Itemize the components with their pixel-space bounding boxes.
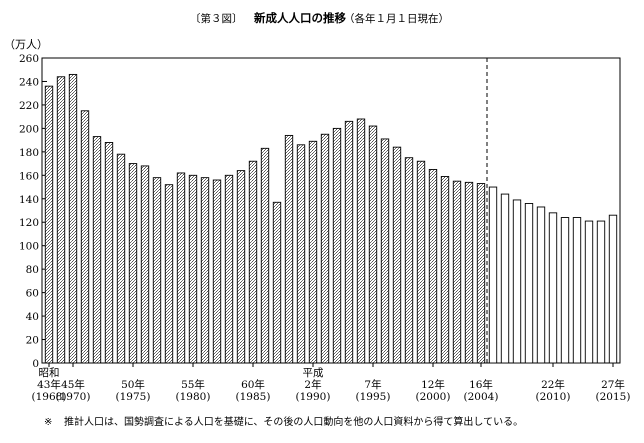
bar-estimate <box>596 220 606 364</box>
bar-actual <box>248 160 258 364</box>
x-tick-label: 60年 <box>241 378 265 391</box>
x-tick-label: (2000) <box>416 391 451 403</box>
bar-actual <box>344 120 354 364</box>
y-tick-label: 20 <box>26 335 39 347</box>
bar-estimate <box>536 206 546 364</box>
bar-actual <box>404 157 414 364</box>
y-tick-label: 160 <box>19 170 39 182</box>
bar-estimate <box>512 199 522 364</box>
x-tick-label: 27年 <box>601 378 625 391</box>
x-tick-label: 2年 <box>304 378 321 391</box>
bar-actual <box>284 134 294 364</box>
figure-label: 〔第３図〕 <box>190 12 243 25</box>
bar-actual <box>260 147 270 364</box>
bar-actual <box>464 181 474 364</box>
bar-group <box>44 73 618 364</box>
y-unit-label: （万人） <box>4 38 48 51</box>
bar-actual <box>104 142 114 364</box>
x-tick-label: (1995) <box>356 391 391 403</box>
x-tick-label: 22年 <box>541 378 565 391</box>
bar-actual <box>164 184 174 364</box>
y-tick-label: 240 <box>19 76 39 88</box>
bar-actual <box>236 170 246 364</box>
x-tick-label: 55年 <box>181 378 205 391</box>
x-tick-label: 50年 <box>121 378 145 391</box>
y-tick-label: 180 <box>19 147 39 159</box>
plot-frame <box>41 57 621 364</box>
y-tick-label: 120 <box>19 217 39 229</box>
bar-actual <box>176 172 186 364</box>
x-tick-label: (1968) <box>32 391 67 403</box>
y-axis: 0 20 40 60 80 100 120 140 160 180 200 220 240 260 <box>19 53 47 370</box>
bar-actual <box>332 127 342 364</box>
bar-estimate <box>500 193 510 364</box>
x-tick-label: 12年 <box>421 378 445 391</box>
bar-actual <box>368 125 378 364</box>
y-tick-label: 60 <box>26 288 39 300</box>
x-tick-label: 7年 <box>364 378 381 391</box>
bar-actual <box>68 73 78 364</box>
footnote-text: 推計人口は、国勢調査による人口を基礎に、その後の人口動向を他の人口資料から得て算… <box>64 415 523 428</box>
bar-estimate <box>524 203 534 364</box>
bar-actual <box>116 153 126 364</box>
bar-actual <box>308 140 318 364</box>
y-tick-label: 0 <box>32 358 39 370</box>
bar-estimate <box>584 220 594 364</box>
bar-actual <box>80 110 90 364</box>
bar-actual <box>320 133 330 364</box>
bar-actual <box>56 76 66 364</box>
x-tick-label: 45年 <box>61 378 85 391</box>
y-tick-label: 200 <box>19 123 39 135</box>
x-tick-label: (2004) <box>464 391 499 403</box>
bar-actual <box>380 138 390 364</box>
x-tick-label: (2015) <box>596 391 631 403</box>
x-tick-label: (1975) <box>116 391 151 403</box>
bar-estimate <box>548 212 558 364</box>
bar-actual <box>452 180 462 364</box>
bar-actual <box>428 168 438 364</box>
x-tick-label: (2010) <box>536 391 571 403</box>
y-tick-label: 100 <box>19 241 39 253</box>
bar-actual <box>188 174 198 364</box>
x-tick-label: 昭和 <box>39 367 60 379</box>
y-tick-label: 40 <box>26 311 39 323</box>
y-tick-label: 140 <box>19 194 39 206</box>
bar-actual <box>296 144 306 364</box>
bar-estimate <box>560 217 570 364</box>
bar-actual <box>224 174 234 364</box>
bar-estimate <box>608 214 618 364</box>
footnote-mark: ※ <box>44 417 52 428</box>
bar-actual <box>356 118 366 364</box>
x-tick-label: (1980) <box>176 391 211 403</box>
bar-estimate <box>572 217 582 364</box>
chart-title: 新成人人口の推移 <box>254 11 346 25</box>
bar-actual <box>476 183 486 364</box>
bar-actual <box>440 176 450 364</box>
y-tick-label: 80 <box>26 264 39 276</box>
bar-actual <box>44 85 54 364</box>
bar-actual <box>152 177 162 364</box>
y-tick-label: 220 <box>19 100 39 112</box>
x-tick-label: 16年 <box>469 378 493 391</box>
bar-actual <box>140 165 150 364</box>
x-tick-label: 43年 <box>37 378 61 391</box>
x-tick-label: (1970) <box>56 391 91 403</box>
y-tick-label: 260 <box>19 53 39 65</box>
bar-actual <box>212 179 222 364</box>
x-tick-label: (1985) <box>236 391 271 403</box>
bar-actual <box>272 201 282 364</box>
bar-actual <box>200 177 210 364</box>
bar-actual <box>392 146 402 364</box>
bar-actual <box>92 136 102 364</box>
x-tick-label: (1990) <box>296 391 331 403</box>
bar-actual <box>128 163 138 364</box>
chart-subtitle: （各年１月１日現在） <box>344 12 449 25</box>
bar-actual <box>416 160 426 364</box>
x-tick-label: 平成 <box>303 367 324 379</box>
bar-estimate <box>488 186 498 364</box>
